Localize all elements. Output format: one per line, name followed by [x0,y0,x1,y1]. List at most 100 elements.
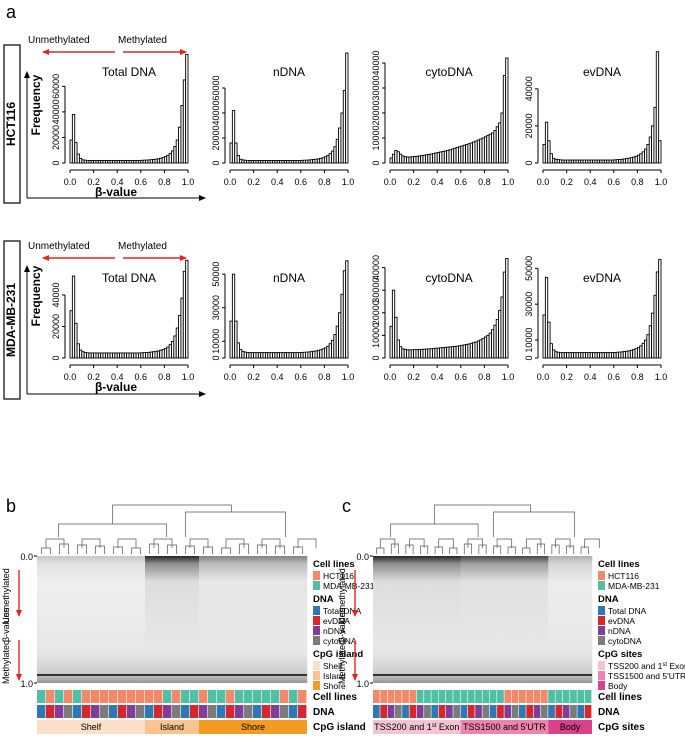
cell-line-annotation [46,690,55,703]
x-tick-label: 1.0 [342,177,355,187]
heatmap-column [380,556,388,683]
dna-annotation [226,705,235,718]
cell-line-annotation [172,690,181,703]
x-tick-label: 0.4 [271,372,284,382]
histogram-bar [345,52,349,164]
cell-line-annotation [570,690,577,703]
legend-item: TSS1500 and 5'UTR [608,671,685,681]
cell-line-annotation [460,690,468,703]
legend-title: DNA [313,594,334,605]
x-tick-label: 0.6 [135,177,148,187]
legend-swatch [313,636,320,645]
beta-axis-label: β-value [95,380,137,394]
heatmap-column [46,556,56,683]
legend-swatch [598,571,605,580]
dendrogram-branch [113,546,123,554]
x-tick-label: 0.6 [135,372,148,382]
dendrogram [376,504,600,554]
dna-annotation [519,705,526,718]
legend-item: MDA-MB-231 [323,581,375,591]
dna-annotation [475,705,482,718]
dendrogram [41,504,317,554]
methylated-side-label: Methylated [1,640,11,684]
dendrogram-branch [293,546,303,554]
histogram-row-2: MDA-MB-231 Unmethylated Methylated Frequenc… [3,240,206,400]
histogram-mda-mb-231-evdna: evDNA 0 10000 30000 50000 0.0 0.2 0.4 0.6 0.8 1.0 [524,256,667,382]
heatmap-column [497,556,505,683]
y-tick-label: 60000 [211,75,221,100]
histogram-mda-mb-231-total-dna: Total DNA 0 20000 40000 0.0 0.2 0.4 0.6 0.8 1.0 [51,259,195,382]
cell-line-annotation [380,690,387,703]
dna-annotation [511,705,519,718]
legend-title: Cell lines [598,559,640,570]
dna-annotation [217,705,226,718]
dna-annotation [235,705,244,718]
x-tick-label: 0.0 [224,372,237,382]
cell-line-annotation [73,690,82,703]
histogram-title: Total DNA [102,271,156,285]
heatmap-column [446,556,454,683]
x-tick-label: 0.6 [608,372,621,382]
dna-annotation [526,705,533,718]
legend-swatch [313,581,320,590]
heatmap-column [199,556,209,683]
y-tick-label: 40000 [371,255,381,280]
cell-line-annotation [271,690,280,703]
dendrogram-branch [131,547,141,554]
legend-item: MDA-MB-231 [608,581,660,591]
cell-line-annotation [373,690,380,703]
dendrogram-branch [58,523,167,537]
row-label-dna: DNA [313,707,335,718]
y-tick-label: 0 [51,355,61,360]
heatmap-column [271,556,281,683]
x-tick-label: 1.0 [182,372,195,382]
x-tick-label: 0.4 [111,372,124,382]
x-tick-label: 0.0 [64,177,77,187]
heatmap-column [145,556,155,683]
legend-swatch [598,681,605,690]
unmethylated-side-label: Unmethylated [337,568,347,624]
dna-annotation [46,705,55,718]
dendrogram-branch [493,511,575,537]
histogram-bar [74,322,78,359]
cpg-group-label: TSS200 and 1st Exon [374,722,459,732]
heatmap-column [262,556,272,683]
dna-annotation [289,705,298,718]
cell-line-annotation [154,690,163,703]
y-tick-label: 0 [524,160,534,165]
dendrogram-branch [390,523,479,537]
x-tick-label: 0.4 [111,177,124,187]
dna-annotation [380,705,387,718]
dna-annotation [298,705,307,718]
frequency-axis-label: Frequency [29,265,43,326]
cpg-group-island [145,720,199,734]
dna-annotation [460,705,468,718]
histogram-bar [185,259,189,359]
heatmap-column [226,556,236,683]
x-tick-label: 0.4 [271,177,284,187]
frequency-axis-label: Frequency [29,74,43,135]
heatmap-column [136,556,146,683]
dendrogram-branch [467,538,483,548]
heatmap-column [584,556,593,683]
histogram-title: Total DNA [102,65,156,79]
x-tick-label: 0.6 [295,372,308,382]
beta-values-label: β-values [1,607,11,642]
legend-item: Shelf [323,661,343,671]
legend-swatch [313,661,320,670]
dna-annotation [91,705,100,718]
cpg-group-body [548,720,592,734]
dna-annotation [402,705,409,718]
cell-line-annotation [55,690,64,703]
x-tick-label: 0.8 [158,372,171,382]
cpg-group-tss1500 [460,720,549,734]
x-tick-label: 0.6 [608,177,621,187]
histogram-bar [505,258,509,359]
cell-line-annotation [402,690,409,703]
dendrogram-branch [507,546,516,554]
y-tick-label: 30000 [371,278,381,303]
dna-annotation [154,705,163,718]
legend-swatch [598,671,605,680]
